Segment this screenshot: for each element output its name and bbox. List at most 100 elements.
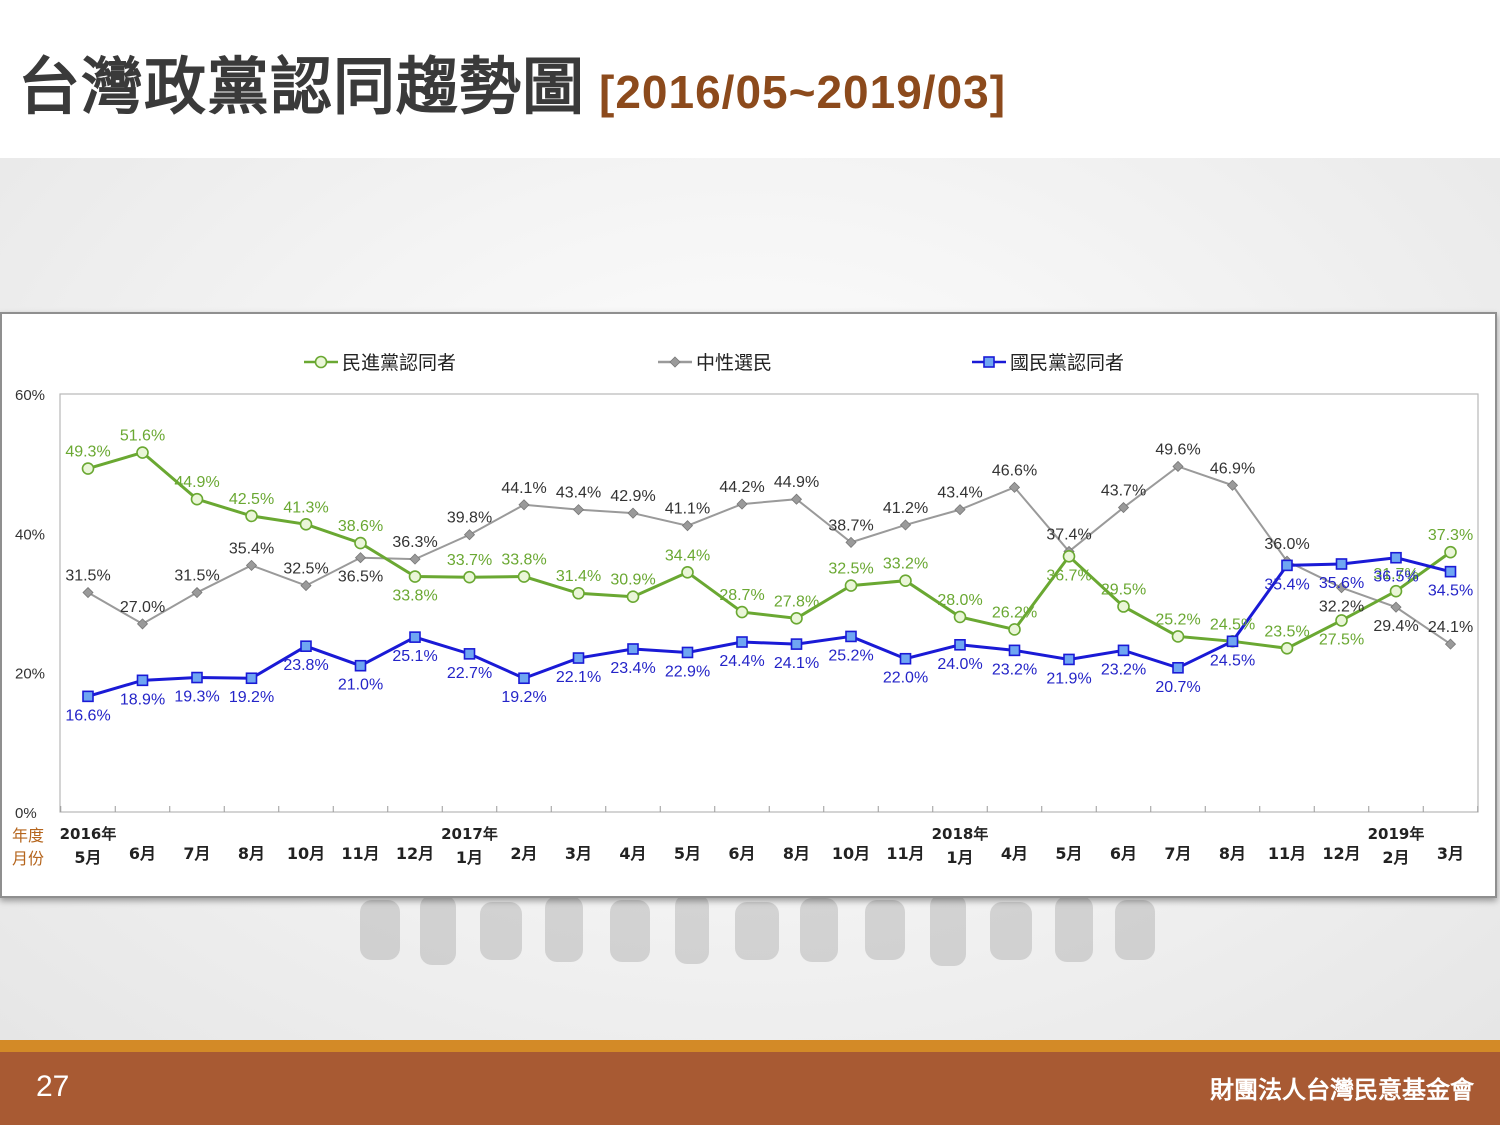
data-label-dpp: 31.7% <box>1373 566 1418 583</box>
x-category-label: 10月 <box>287 844 325 863</box>
data-point-circle <box>899 574 912 588</box>
data-point-square <box>736 636 748 648</box>
data-point-diamond <box>191 586 203 599</box>
x-category-label: 11月 <box>1268 844 1306 863</box>
data-label-dpp: 41.3% <box>283 499 328 516</box>
data-point-diamond <box>1444 638 1457 650</box>
data-label-neutral: 31.5% <box>65 568 110 585</box>
data-label-kmt: 22.0% <box>883 670 928 687</box>
legend-label-kmt: 國民黨認同者 <box>1010 352 1124 374</box>
date-range-subtitle: [2016/05~2019/03] <box>599 66 1007 118</box>
data-label-kmt: 19.2% <box>229 689 274 706</box>
data-point-circle <box>245 509 258 523</box>
data-label-dpp: 24.5% <box>1210 616 1255 633</box>
x-axis-month-row-label: 月份 <box>12 849 44 868</box>
data-point-square <box>1226 635 1239 648</box>
data-label-dpp: 34.4% <box>665 547 710 564</box>
data-point-circle <box>953 610 967 624</box>
x-category-label: 5月 <box>674 844 701 863</box>
data-point-circle <box>463 570 476 584</box>
data-label-neutral: 24.1% <box>1428 619 1473 636</box>
data-label-neutral: 39.8% <box>447 510 492 527</box>
data-label-neutral: 32.2% <box>1319 599 1364 616</box>
data-label-neutral: 36.0% <box>1264 536 1309 553</box>
data-label-dpp: 30.9% <box>610 572 655 589</box>
x-category-label: 10月 <box>832 844 870 863</box>
data-label-neutral: 49.6% <box>1155 441 1200 458</box>
data-label-kmt: 19.3% <box>174 689 219 706</box>
data-label-neutral: 46.9% <box>1210 460 1255 477</box>
data-label-kmt: 22.9% <box>665 663 710 680</box>
data-point-circle <box>299 517 313 531</box>
data-label-kmt: 22.7% <box>447 665 492 682</box>
data-label-dpp: 28.0% <box>937 592 982 609</box>
data-point-circle <box>1335 614 1348 627</box>
data-point-square <box>409 631 421 643</box>
data-label-dpp: 36.7% <box>1046 567 1091 584</box>
data-point-square <box>983 356 995 368</box>
data-label-kmt: 36.5% <box>1373 569 1418 586</box>
x-year-label: 2017年 <box>441 825 498 843</box>
data-label-neutral: 41.2% <box>883 500 928 517</box>
data-point-diamond <box>245 559 258 571</box>
data-point-circle <box>1444 545 1457 559</box>
data-point-diamond <box>736 498 748 510</box>
series-line-neutral <box>87 465 1452 645</box>
footer-bar: 27 財團法人台灣民意基金會 <box>0 1052 1500 1125</box>
data-point-circle <box>1389 584 1403 598</box>
data-point-diamond <box>669 356 681 368</box>
data-point-circle <box>681 566 694 579</box>
data-point-circle <box>1008 623 1021 636</box>
data-point-square <box>1172 661 1184 674</box>
series-layer <box>81 446 1457 703</box>
data-label-dpp: 38.6% <box>338 518 383 535</box>
x-category-label: 3月 <box>1437 844 1464 863</box>
series-line-dpp <box>87 450 1452 650</box>
data-point-square <box>1008 644 1021 657</box>
series-line-kmt <box>87 556 1451 698</box>
data-point-diamond <box>463 529 476 541</box>
data-label-dpp: 44.9% <box>174 474 219 491</box>
data-point-square <box>572 652 585 664</box>
data-point-square <box>1390 551 1402 564</box>
data-point-circle <box>1062 550 1076 563</box>
data-point-square <box>82 690 94 703</box>
data-point-circle <box>790 612 803 625</box>
data-point-square <box>354 659 367 672</box>
page-number: 27 <box>36 1070 70 1103</box>
data-point-square <box>518 672 530 685</box>
data-point-square <box>1063 653 1075 666</box>
title-text: 台灣政黨認同趨勢圖 <box>18 50 586 123</box>
data-point-diamond <box>136 618 149 630</box>
data-label-neutral: 32.5% <box>283 561 328 578</box>
data-label-kmt: 21.0% <box>338 677 383 694</box>
data-label-neutral: 35.4% <box>229 540 274 557</box>
data-label-dpp: 25.2% <box>1155 611 1200 628</box>
y-tick-label: 40% <box>15 526 45 543</box>
data-label-dpp: 27.8% <box>774 593 819 610</box>
y-tick-label: 20% <box>15 666 45 683</box>
slide-title: 台灣政黨認同趨勢圖 [2016/05~2019/03] <box>18 36 1006 126</box>
data-label-kmt: 23.8% <box>283 657 328 674</box>
data-point-diamond <box>572 504 585 516</box>
data-point-diamond <box>518 499 530 511</box>
data-label-dpp: 32.5% <box>828 561 873 578</box>
data-label-neutral: 36.5% <box>338 569 383 586</box>
data-label-kmt: 21.9% <box>1046 670 1091 687</box>
data-point-square <box>1117 644 1130 657</box>
data-point-square <box>627 643 639 655</box>
x-category-label: 4月 <box>1001 844 1028 863</box>
x-year-label: 2018年 <box>932 825 989 843</box>
data-point-diamond <box>1335 582 1348 594</box>
data-label-kmt: 34.5% <box>1428 583 1473 600</box>
x-category-label: 2月 <box>1382 848 1409 867</box>
data-point-circle <box>136 446 149 459</box>
data-label-layer: 49.3% 51.6% 44.9% 42.5% 41.3% 38.6% 33.8% 33.7%… <box>65 428 1473 725</box>
x-category-label: 6月 <box>129 844 156 863</box>
y-tick-label: 0% <box>15 805 37 822</box>
data-point-diamond <box>354 552 367 564</box>
data-label-kmt: 23.2% <box>1101 661 1146 678</box>
data-point-diamond <box>954 504 966 516</box>
plot-area <box>59 393 1479 813</box>
